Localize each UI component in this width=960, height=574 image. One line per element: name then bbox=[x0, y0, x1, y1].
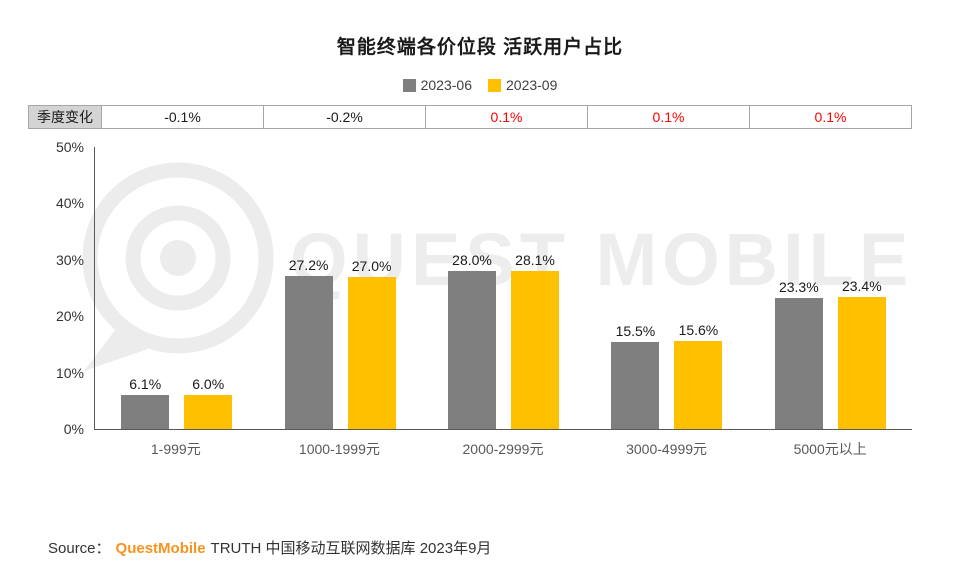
bar-group-5000元以上: 23.3% 23.4% bbox=[749, 147, 912, 429]
y-tick-label: 0% bbox=[63, 421, 84, 437]
bar-group-3000-4999元: 15.5% 15.6% bbox=[585, 147, 748, 429]
quarter-change-header: 季度变化 bbox=[29, 106, 101, 128]
bar-value-label: 6.1% bbox=[129, 375, 162, 392]
bar-rect bbox=[121, 394, 170, 429]
bar-rect bbox=[184, 395, 233, 429]
bar-2023-06-1000-1999元: 27.2% bbox=[284, 147, 333, 429]
source-rest: TRUTH 中国移动互联网数据库 2023年9月 bbox=[210, 540, 492, 557]
plot-area: 6.1% 6.0% 27.2% 27.0% 28.0% 28.1% 15.5% 15.6% 23… bbox=[94, 147, 912, 430]
bar-value-label: 6.0% bbox=[192, 376, 225, 393]
bar-rect bbox=[347, 276, 396, 429]
bar-value-label: 28.1% bbox=[515, 251, 555, 268]
bar-2023-09-2000-2999元: 28.1% bbox=[511, 147, 560, 429]
y-axis: 0% 10% 20% 30% 40% 50% bbox=[28, 139, 94, 437]
source-brand: QuestMobile bbox=[115, 540, 206, 557]
bar-rect bbox=[674, 341, 723, 429]
bar-2023-09-3000-4999元: 15.6% bbox=[674, 147, 723, 429]
bar-value-label: 27.2% bbox=[288, 256, 329, 273]
chart-area: QUEST MOBILE 0% 10% 20% 30% 40% 50% 6.1% 6.0% 2… bbox=[28, 139, 912, 459]
bar-rect bbox=[511, 270, 560, 429]
quarter-change-row: 季度变化 -0.1% -0.2% 0.1% 0.1% 0.1% bbox=[28, 105, 912, 129]
bar-value-label: 15.5% bbox=[615, 322, 656, 339]
bar-value-label: 27.0% bbox=[351, 257, 392, 274]
bar-group-1-999元: 6.1% 6.0% bbox=[95, 147, 258, 429]
bar-value-label: 28.0% bbox=[452, 252, 492, 269]
bar-2023-06-3000-4999元: 15.5% bbox=[611, 147, 660, 429]
y-tick-label: 50% bbox=[55, 139, 84, 155]
bar-value-label: 15.6% bbox=[678, 322, 719, 339]
quarter-change-value-3: 0.1% bbox=[425, 106, 587, 128]
quarter-change-value-5: 0.1% bbox=[749, 106, 911, 128]
quarter-change-value-4: 0.1% bbox=[587, 106, 749, 128]
legend-item-2023-09: 2023-09 bbox=[488, 77, 557, 93]
chart-title: 智能终端各价位段 活跃用户占比 bbox=[336, 37, 624, 58]
legend-item-2023-06: 2023-06 bbox=[402, 77, 472, 93]
bar-value-label: 23.4% bbox=[841, 278, 882, 295]
quarter-change-value-1: -0.1% bbox=[101, 106, 263, 128]
bar-rect bbox=[837, 297, 886, 429]
bar-rect bbox=[448, 271, 497, 429]
legend-swatch bbox=[488, 78, 501, 92]
x-axis-label-5000元以上: 5000元以上 bbox=[793, 441, 867, 457]
x-axis-label-2000-2999元: 2000-2999元 bbox=[462, 441, 544, 457]
bar-2023-09-5000元以上: 23.4% bbox=[837, 147, 886, 429]
x-axis-label-1000-1999元: 1000-1999元 bbox=[298, 441, 380, 457]
bar-rect bbox=[284, 275, 333, 429]
y-tick-label: 40% bbox=[55, 195, 84, 212]
bar-group-1000-1999元: 27.2% 27.0% bbox=[258, 147, 421, 429]
bar-2023-09-1000-1999元: 27.0% bbox=[347, 147, 396, 429]
legend-swatch bbox=[402, 78, 416, 92]
x-axis-label-1-999元: 1-999元 bbox=[150, 441, 201, 457]
bar-rect bbox=[611, 341, 660, 429]
x-axis-labels: 1-999元 1000-1999元 2000-2999元 3000-4999元 5000… bbox=[94, 430, 912, 459]
legend-label: 2023-09 bbox=[506, 77, 558, 93]
bar-2023-06-1-999元: 6.1% bbox=[121, 147, 170, 429]
legend-label: 2023-06 bbox=[420, 77, 472, 93]
y-tick-label: 20% bbox=[55, 308, 84, 325]
y-tick-label: 10% bbox=[55, 364, 84, 381]
y-tick-label: 30% bbox=[55, 251, 84, 268]
source-prefix: Source： bbox=[48, 540, 111, 557]
plot-row: 0% 10% 20% 30% 40% 50% 6.1% 6.0% 27.2% 27.0% 28.0… bbox=[28, 139, 912, 437]
legend: 2023-06 2023-09 bbox=[0, 77, 960, 93]
bar-value-label: 23.3% bbox=[778, 278, 819, 295]
x-axis-label-3000-4999元: 3000-4999元 bbox=[626, 441, 708, 457]
bar-2023-06-5000元以上: 23.3% bbox=[774, 147, 823, 429]
quarter-change-value-2: -0.2% bbox=[263, 106, 425, 128]
bar-rect bbox=[774, 297, 823, 429]
bar-2023-09-1-999元: 6.0% bbox=[184, 147, 233, 429]
bar-group-2000-2999元: 28.0% 28.1% bbox=[422, 147, 585, 429]
bar-2023-06-2000-2999元: 28.0% bbox=[448, 147, 497, 429]
source-line: Source： QuestMobile TRUTH 中国移动互联网数据库 202… bbox=[48, 537, 491, 558]
